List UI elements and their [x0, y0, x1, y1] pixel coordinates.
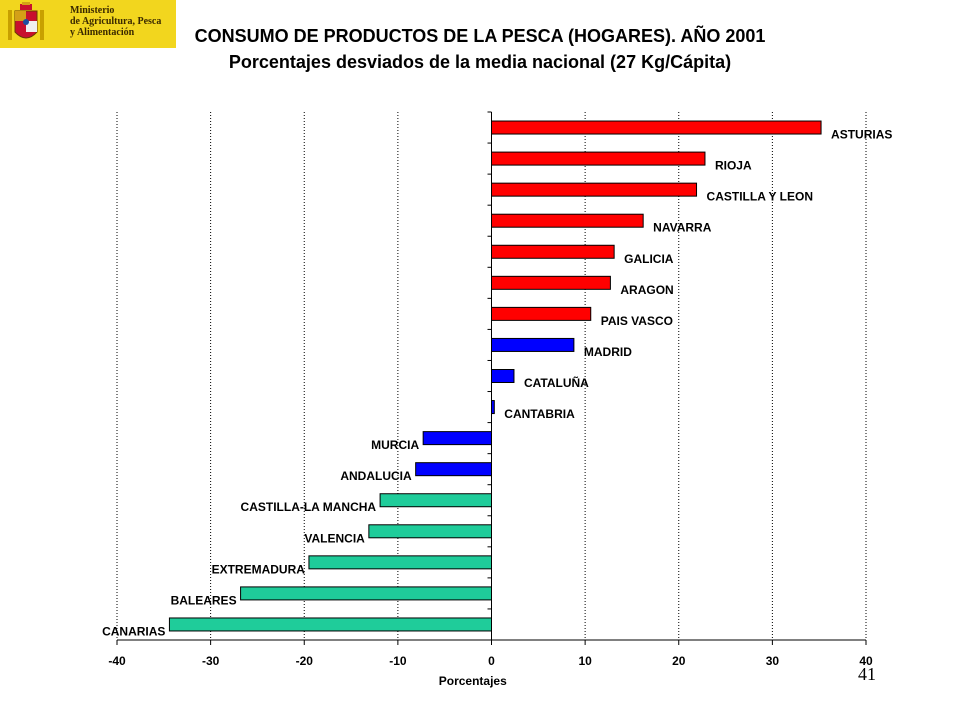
bar	[368, 524, 493, 539]
chart-title: CONSUMO DE PRODUCTOS DE LA PESCA (HOGARE…	[194, 26, 766, 46]
x-tick-label: 20	[672, 654, 686, 668]
bar	[491, 182, 698, 197]
bar-label: NAVARRA	[653, 221, 712, 235]
x-axis-title: Porcentajes	[439, 674, 507, 688]
bar	[168, 617, 492, 632]
x-tick-label: -40	[108, 654, 126, 668]
bar-label: RIOJA	[715, 159, 752, 173]
x-tick-label: 30	[766, 654, 780, 668]
chart-subtitle: Porcentajes desviados de la media nacion…	[228, 52, 732, 72]
bar-label: MURCIA	[371, 438, 419, 452]
coat-of-arms-icon	[0, 0, 52, 48]
x-tick-label: -10	[389, 654, 407, 668]
bar	[491, 120, 822, 135]
bar-label: CATALUÑA	[524, 375, 589, 390]
bar	[491, 337, 575, 352]
bar-label: CASTILLA-LA MANCHA	[241, 500, 377, 514]
logo-line-3: y Alimentación	[70, 26, 135, 38]
bar	[422, 431, 492, 446]
bar-label: CANARIAS	[102, 624, 165, 638]
bar	[240, 586, 492, 601]
bar	[491, 400, 495, 415]
bar	[415, 462, 493, 477]
bar	[491, 151, 706, 166]
x-tick-label: -30	[202, 654, 220, 668]
bar-label: VALENCIA	[304, 531, 365, 545]
bar	[491, 244, 615, 259]
x-tick-label: 40	[859, 654, 873, 668]
bar-label: GALICIA	[624, 252, 674, 266]
x-tick-label: 10	[578, 654, 592, 668]
bar	[379, 493, 492, 508]
bar	[491, 306, 592, 321]
logo-line-1: Ministerio	[70, 4, 115, 16]
bar-label: ARAGON	[620, 283, 673, 297]
bar	[491, 275, 611, 290]
bar-label: ANDALUCIA	[340, 469, 412, 483]
ministry-logo: Ministerio de Agricultura, Pesca y Alime…	[0, 0, 176, 48]
bar-label: ASTURIAS	[831, 128, 892, 142]
bar-label: CANTABRIA	[504, 407, 575, 421]
logo-line-2: de Agricultura, Pesca	[70, 15, 162, 27]
x-tick-label: 0	[488, 654, 495, 668]
bar	[308, 555, 492, 570]
bar-label: EXTREMADURA	[212, 562, 306, 576]
bar-label: MADRID	[584, 345, 632, 359]
bar-label: CASTILLA Y LEON	[707, 190, 813, 204]
bar	[491, 369, 515, 383]
x-tick-label: -20	[296, 654, 314, 668]
bar	[491, 213, 644, 228]
bar-label: BALEARES	[171, 593, 237, 607]
bar-label: PAIS VASCO	[601, 314, 673, 328]
page-number: 41	[858, 664, 876, 684]
